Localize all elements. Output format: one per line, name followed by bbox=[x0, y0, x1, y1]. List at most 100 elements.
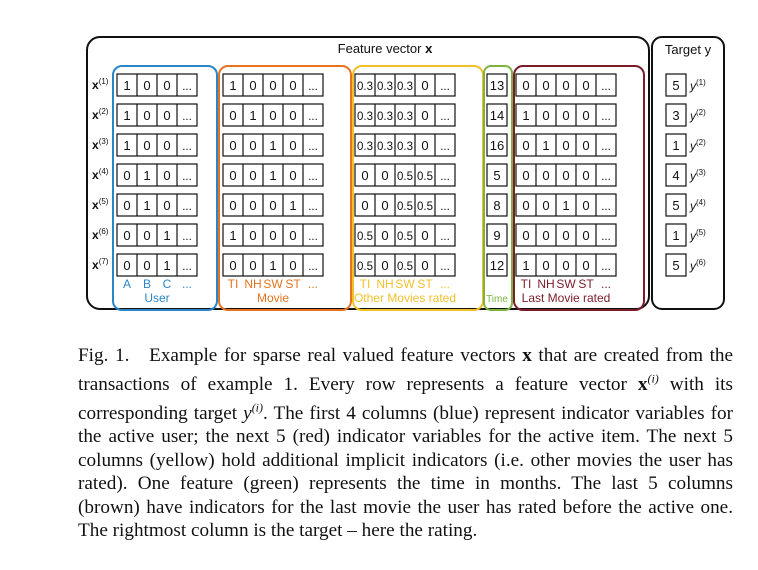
caption-label: Fig. 1. bbox=[78, 345, 130, 366]
target-value-box bbox=[665, 163, 687, 187]
row-label: x(2) bbox=[92, 107, 109, 122]
matrix-cell: ... bbox=[440, 231, 450, 243]
matrix-cell: 1 bbox=[163, 228, 170, 243]
matrix-cell: 0.5 bbox=[397, 261, 413, 273]
last-group-label: Last Movie rated bbox=[522, 291, 611, 305]
matrix-cell: 0 bbox=[562, 168, 569, 183]
matrix-cell: 0 bbox=[542, 78, 549, 93]
matrix-cell: 0 bbox=[289, 168, 296, 183]
matrix-cell: 0 bbox=[269, 78, 276, 93]
matrix-cell: 0 bbox=[522, 138, 529, 153]
column-label: NH bbox=[376, 277, 393, 291]
matrix-cell: ... bbox=[308, 81, 318, 93]
matrix-cell: 0 bbox=[123, 228, 130, 243]
matrix-cell: ... bbox=[601, 81, 611, 93]
target-label: y(4) bbox=[689, 198, 706, 213]
target-value-box bbox=[665, 193, 687, 217]
time-row-box bbox=[486, 133, 508, 157]
matrix-cell: ... bbox=[308, 231, 318, 243]
matrix-cell: 1 bbox=[229, 228, 236, 243]
matrix-cell: ... bbox=[440, 111, 450, 123]
matrix-cell: 16 bbox=[490, 138, 504, 153]
target-label: y(6) bbox=[689, 258, 706, 273]
movie-row-box bbox=[222, 193, 324, 217]
movie-group-label: Movie bbox=[257, 291, 289, 305]
matrix-cell: 0 bbox=[289, 138, 296, 153]
matrix-cell: ... bbox=[182, 141, 192, 153]
time-row-box bbox=[486, 163, 508, 187]
matrix-cell: 0 bbox=[542, 198, 549, 213]
matrix-cell: 0 bbox=[143, 258, 150, 273]
column-label: C bbox=[163, 277, 172, 291]
target-value-box bbox=[665, 133, 687, 157]
matrix-cell: 0 bbox=[249, 228, 256, 243]
matrix-cell: 0 bbox=[229, 108, 236, 123]
time-row-box bbox=[486, 193, 508, 217]
last-row-box bbox=[515, 73, 617, 97]
matrix-cell: ... bbox=[182, 201, 192, 213]
target-value: 5 bbox=[672, 78, 679, 93]
target-value-box bbox=[665, 253, 687, 277]
column-label: NH bbox=[537, 277, 554, 291]
matrix-cell: 0 bbox=[381, 228, 388, 243]
matrix-cell: 0 bbox=[229, 168, 236, 183]
feature-vector-title: Feature vector x bbox=[338, 41, 433, 56]
matrix-cell: 0 bbox=[582, 108, 589, 123]
matrix-cell: 12 bbox=[490, 258, 504, 273]
column-label: ... bbox=[182, 277, 192, 291]
matrix-cell: 0.5 bbox=[417, 201, 433, 213]
matrix-cell: 0 bbox=[229, 138, 236, 153]
matrix-cell: 1 bbox=[143, 168, 150, 183]
column-label: ... bbox=[440, 277, 450, 291]
other-movies-group-box bbox=[352, 65, 484, 311]
matrix-cell: 0 bbox=[289, 78, 296, 93]
matrix-cell: ... bbox=[601, 261, 611, 273]
column-labels: x(1) x(2) x(3) x(4) x(5) x(6) x(7) A B C ... User TI… bbox=[92, 77, 706, 305]
column-label: ... bbox=[601, 277, 611, 291]
column-label: B bbox=[143, 277, 151, 291]
target-label: y(2) bbox=[689, 138, 706, 153]
matrix-cell: 0 bbox=[163, 168, 170, 183]
matrix-cell: 0 bbox=[249, 258, 256, 273]
column-label: SW bbox=[263, 277, 283, 291]
matrix-cell: 0 bbox=[163, 198, 170, 213]
matrix-cell: 1 bbox=[269, 168, 276, 183]
matrix-cell: 0.5 bbox=[397, 171, 413, 183]
matrix-cell: ... bbox=[601, 171, 611, 183]
matrix-cell: 1 bbox=[522, 108, 529, 123]
target-value-box bbox=[665, 73, 687, 97]
column-label: TI bbox=[360, 277, 371, 291]
time-group-box bbox=[483, 65, 513, 311]
figure-caption: Fig. 1. Example for sparse real valued f… bbox=[78, 344, 733, 543]
matrix-cell: 8 bbox=[493, 198, 500, 213]
matrix-cell: ... bbox=[440, 201, 450, 213]
matrix-cell: 0.5 bbox=[357, 261, 373, 273]
matrix-cell: 5 bbox=[493, 168, 500, 183]
matrix-cell: 0 bbox=[381, 198, 388, 213]
matrix-cell: 0 bbox=[562, 228, 569, 243]
column-label: ST bbox=[417, 277, 433, 291]
matrix-cell: ... bbox=[440, 141, 450, 153]
matrix-cell: 0 bbox=[289, 228, 296, 243]
column-label: SW bbox=[395, 277, 415, 291]
other-row-box bbox=[354, 193, 456, 217]
target-value-box bbox=[665, 223, 687, 247]
matrix-cell: 0 bbox=[542, 258, 549, 273]
feature-matrix: 1 0 0 ...1 0 0 ...1 0 0 ...0 1 0 ...0 1 0 ...0 0 1 ...0 0 1.… bbox=[116, 73, 687, 277]
matrix-cell: 0.3 bbox=[377, 141, 393, 153]
matrix-cell: 0 bbox=[361, 168, 368, 183]
matrix-cell: 0 bbox=[229, 198, 236, 213]
matrix-cell: 0 bbox=[249, 168, 256, 183]
movie-row-box bbox=[222, 133, 324, 157]
row-label: x(4) bbox=[92, 167, 109, 182]
target-value-box bbox=[665, 103, 687, 127]
matrix-cell: 0.5 bbox=[397, 201, 413, 213]
other-row-box bbox=[354, 163, 456, 187]
column-label: SW bbox=[556, 277, 576, 291]
time-row-box bbox=[486, 103, 508, 127]
matrix-cell: 0.5 bbox=[417, 171, 433, 183]
matrix-cell: 1 bbox=[269, 258, 276, 273]
matrix-cell: 0 bbox=[143, 228, 150, 243]
matrix-cell: 0.3 bbox=[397, 141, 413, 153]
matrix-cell: ... bbox=[308, 201, 318, 213]
